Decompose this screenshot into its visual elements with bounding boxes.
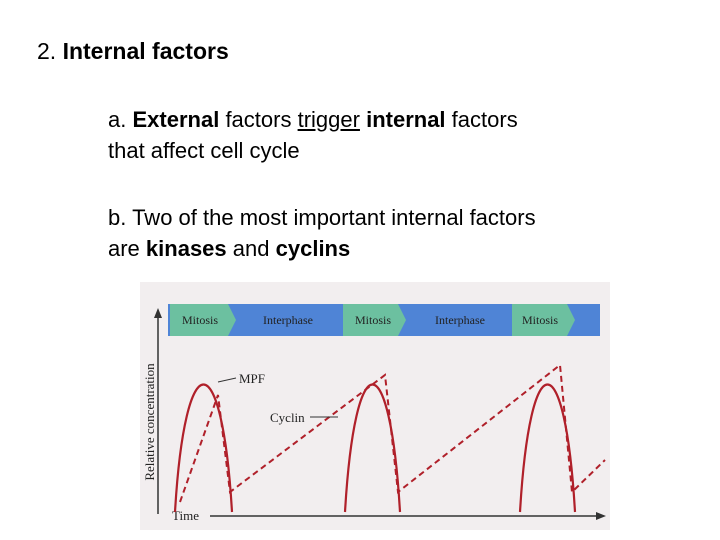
- mitosis-arrow: [512, 304, 575, 336]
- cyclin-curve: [179, 363, 606, 503]
- curve-label: Cyclin: [270, 410, 305, 425]
- point-label: a.: [108, 107, 127, 132]
- underline-run: trigger: [297, 107, 360, 132]
- bold-run: cyclins: [275, 236, 351, 261]
- run: factors: [225, 107, 292, 132]
- bold-run: kinases: [145, 236, 227, 261]
- run: are: [108, 236, 140, 261]
- axis-arrow: [154, 308, 162, 318]
- run: factors: [451, 107, 518, 132]
- bold-run: internal: [366, 107, 446, 132]
- axis-arrow: [596, 512, 606, 520]
- bold-run: External: [132, 107, 220, 132]
- phase-label: Interphase: [263, 313, 313, 327]
- x-axis-label: Time: [172, 508, 199, 523]
- curve-label: MPF: [239, 371, 265, 386]
- mpf-curve: [518, 383, 577, 513]
- phase-label: Mitosis: [182, 313, 218, 327]
- run: that affect cell cycle: [108, 138, 300, 163]
- run: and: [232, 236, 270, 261]
- heading: 2. Internal factors: [37, 38, 229, 65]
- run: Two of the most important internal facto…: [132, 205, 536, 230]
- mitosis-arrow: [343, 304, 406, 336]
- phase-label: Interphase: [435, 313, 485, 327]
- y-axis-label: Relative concentration: [142, 363, 157, 481]
- heading-number: 2.: [37, 38, 57, 64]
- phase-label: Mitosis: [522, 313, 558, 327]
- phase-label: Mitosis: [355, 313, 391, 327]
- cell-cycle-figure: Mitosis Interphase Mitosis Interphase Mi…: [140, 282, 610, 530]
- leader-line: [217, 377, 237, 383]
- mitosis-arrow: [170, 304, 236, 336]
- heading-text: Internal factors: [62, 38, 229, 64]
- mpf-curve: [173, 383, 234, 513]
- mpf-curve: [343, 383, 402, 513]
- point-label: b.: [108, 205, 127, 230]
- point: a. External factors trigger internal fac…: [108, 104, 518, 166]
- point: b. Two of the most important internal fa…: [108, 202, 536, 264]
